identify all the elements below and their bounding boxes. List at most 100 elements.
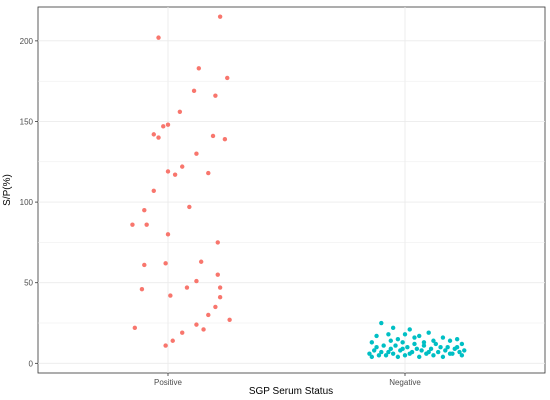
data-point-negative <box>428 346 434 352</box>
data-point-negative <box>369 340 375 345</box>
x-tick-label: Negative <box>389 378 421 387</box>
data-point-positive <box>165 122 171 127</box>
data-point-positive <box>213 93 218 98</box>
x-axis-title: SGP Serum Status <box>249 386 333 397</box>
data-point-positive <box>194 278 199 284</box>
data-point-positive <box>215 240 220 245</box>
data-point-positive <box>217 295 223 300</box>
data-points <box>130 14 467 360</box>
data-point-positive <box>151 132 156 137</box>
data-point-negative <box>412 335 417 340</box>
data-point-negative <box>407 351 412 356</box>
data-point-negative <box>390 325 396 331</box>
data-point-negative <box>440 354 446 360</box>
data-point-negative <box>379 320 384 326</box>
data-point-negative <box>431 338 436 343</box>
data-point-positive <box>177 109 183 115</box>
data-point-negative <box>454 336 460 342</box>
data-point-negative <box>407 327 412 332</box>
data-point-positive <box>165 169 171 174</box>
data-point-negative <box>417 333 422 339</box>
data-point-negative <box>371 348 377 353</box>
data-point-positive <box>163 343 168 348</box>
data-point-positive <box>172 172 178 177</box>
data-point-negative <box>433 341 439 347</box>
data-point-negative <box>388 338 393 343</box>
data-point-negative <box>412 341 417 347</box>
data-point-positive <box>217 285 223 290</box>
data-point-negative <box>402 353 408 358</box>
data-point-negative <box>447 338 453 343</box>
data-point-positive <box>194 322 199 327</box>
data-point-positive <box>151 188 156 194</box>
data-point-positive <box>201 327 206 332</box>
data-point-positive <box>163 261 168 266</box>
data-point-positive <box>132 325 138 331</box>
data-point-positive <box>130 222 135 227</box>
y-tick-label: 50 <box>24 279 33 288</box>
data-point-negative <box>381 343 386 348</box>
data-point-positive <box>184 285 190 290</box>
data-point-negative <box>421 343 427 348</box>
data-point-negative <box>440 335 446 340</box>
data-point-positive <box>198 259 204 264</box>
x-tick-label: Positive <box>154 378 183 387</box>
data-point-positive <box>180 164 185 169</box>
data-point-negative <box>443 348 448 353</box>
data-point-negative <box>405 345 410 350</box>
plot-panel <box>37 6 546 374</box>
x-axis: Positive Negative <box>154 373 421 387</box>
data-point-positive <box>225 75 230 81</box>
data-point-positive <box>142 262 147 268</box>
data-point-negative <box>367 351 372 356</box>
data-point-negative <box>395 336 401 342</box>
data-point-negative <box>395 354 401 360</box>
data-point-negative <box>457 349 462 355</box>
data-point-negative <box>462 348 467 353</box>
data-point-positive <box>156 35 161 40</box>
data-point-negative <box>379 349 384 355</box>
data-point-positive <box>142 207 147 213</box>
data-point-negative <box>421 340 427 345</box>
data-point-positive <box>215 272 220 277</box>
data-point-positive <box>170 338 175 343</box>
data-point-positive <box>191 88 197 94</box>
data-point-negative <box>431 353 436 358</box>
data-point-negative <box>426 349 431 355</box>
data-point-negative <box>435 349 441 355</box>
data-point-positive <box>139 286 145 292</box>
data-point-positive <box>144 222 149 227</box>
data-point-negative <box>402 332 408 337</box>
data-point-negative <box>438 345 443 350</box>
y-axis: 0 50 100 150 200 <box>20 37 38 368</box>
data-point-negative <box>388 346 393 352</box>
y-tick-label: 100 <box>20 198 34 207</box>
data-point-positive <box>206 170 211 176</box>
data-point-negative <box>426 330 431 335</box>
data-point-positive <box>165 232 171 237</box>
data-point-positive <box>194 151 199 156</box>
data-point-positive <box>168 293 173 298</box>
data-point-negative <box>417 354 422 360</box>
y-tick-label: 150 <box>20 117 34 126</box>
data-point-negative <box>447 351 453 356</box>
data-point-positive <box>156 135 161 140</box>
data-point-negative <box>386 349 391 355</box>
data-point-negative <box>459 353 465 358</box>
data-point-negative <box>459 341 465 347</box>
data-point-negative <box>374 333 379 339</box>
data-point-positive <box>213 304 218 310</box>
data-point-positive <box>161 124 166 129</box>
data-point-positive <box>222 137 228 142</box>
y-axis-title: S/P(%) <box>2 174 13 206</box>
data-point-negative <box>386 332 391 337</box>
data-point-negative <box>400 346 405 352</box>
data-point-negative <box>393 343 398 348</box>
y-tick-label: 0 <box>29 359 34 368</box>
data-point-negative <box>369 354 375 360</box>
data-point-negative <box>390 351 396 356</box>
data-point-positive <box>196 66 202 71</box>
data-point-negative <box>374 345 379 350</box>
data-point-negative <box>400 340 405 345</box>
data-point-negative <box>414 346 420 352</box>
